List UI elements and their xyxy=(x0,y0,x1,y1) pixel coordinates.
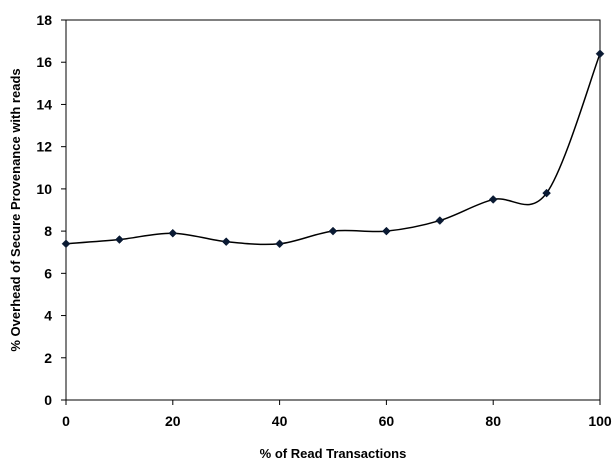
data-point-marker xyxy=(275,239,284,249)
x-tick-label: 20 xyxy=(165,413,181,429)
data-point-marker xyxy=(488,195,498,204)
data-point-marker xyxy=(168,228,178,238)
data-point-marker xyxy=(221,237,231,247)
x-tick-label: 40 xyxy=(272,413,288,429)
x-axis: 0 20 40 60 80 100 xyxy=(62,400,612,429)
y-tick-label: 6 xyxy=(44,265,52,281)
data-point-marker xyxy=(542,188,551,198)
y-tick-label: 4 xyxy=(44,308,52,324)
x-tick-label: 60 xyxy=(379,413,395,429)
y-tick-label: 18 xyxy=(36,12,52,28)
data-point-marker xyxy=(61,239,71,249)
data-point-marker xyxy=(115,235,124,244)
x-axis-title: % of Read Transactions xyxy=(260,446,407,461)
plot-area xyxy=(65,19,601,401)
y-tick-label: 10 xyxy=(36,181,52,197)
series-line xyxy=(65,53,601,246)
data-point-marker xyxy=(328,226,338,236)
y-tick-label: 0 xyxy=(44,392,52,408)
x-tick-label: 0 xyxy=(62,413,70,429)
data-point-marker xyxy=(435,216,445,225)
y-tick-label: 16 xyxy=(36,54,52,70)
y-axis-title: % Overhead of Secure Provenance with rea… xyxy=(8,68,23,351)
y-tick-label: 2 xyxy=(44,350,52,366)
y-tick-label: 12 xyxy=(36,139,52,155)
x-tick-label: 100 xyxy=(588,413,612,429)
series-markers xyxy=(61,49,605,249)
y-tick-label: 14 xyxy=(36,96,52,112)
data-point-marker xyxy=(595,49,605,59)
y-tick-label: 8 xyxy=(44,223,52,239)
x-tick-label: 80 xyxy=(485,413,501,429)
y-axis: 0 2 4 6 8 10 12 14 16 18 xyxy=(36,12,66,408)
data-point-marker xyxy=(382,226,391,236)
